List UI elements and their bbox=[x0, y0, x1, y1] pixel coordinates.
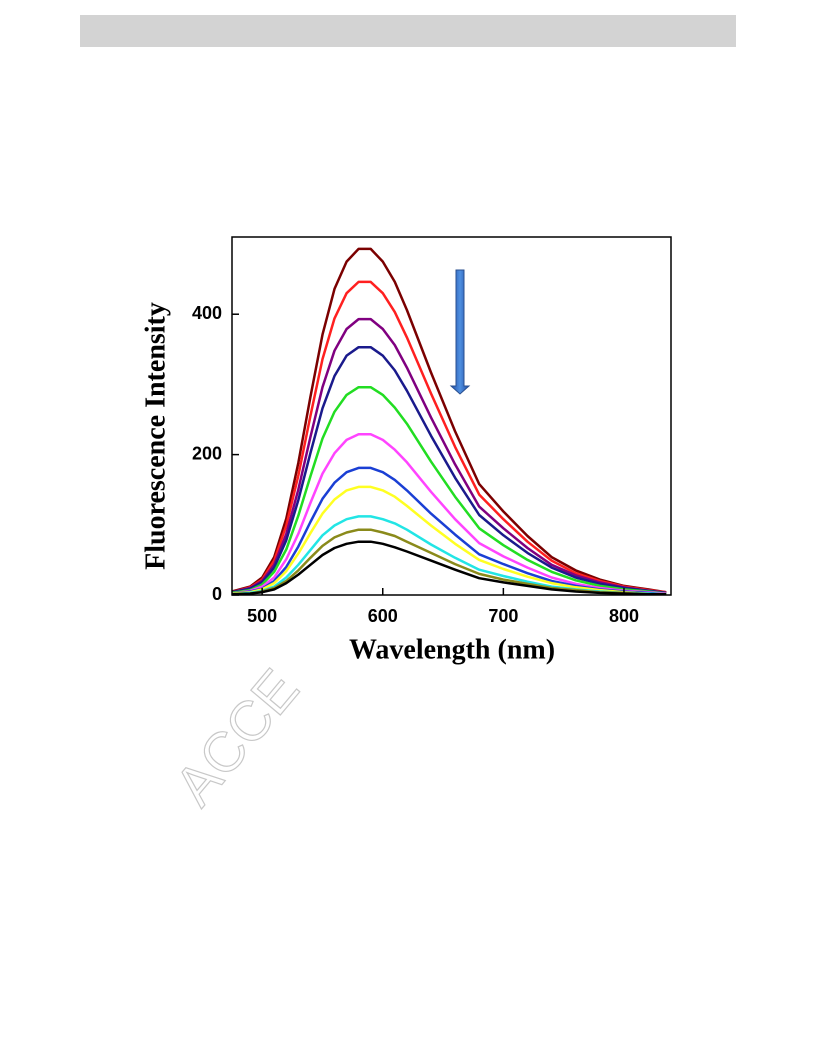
series-line bbox=[231, 385, 667, 595]
x-tick-label: 700 bbox=[488, 606, 518, 626]
y-tick-label: 0 bbox=[212, 584, 222, 604]
series-line bbox=[231, 466, 667, 596]
y-tick-label: 400 bbox=[192, 303, 222, 323]
x-tick-label: 800 bbox=[609, 606, 639, 626]
x-tick-label: 600 bbox=[368, 606, 398, 626]
watermark: ACCE bbox=[162, 657, 310, 817]
plot bbox=[231, 247, 667, 596]
header-bar bbox=[80, 15, 736, 47]
series-line bbox=[231, 247, 667, 594]
series-line bbox=[231, 345, 667, 595]
series-line bbox=[231, 433, 667, 595]
series-line bbox=[231, 280, 667, 594]
x-axis-label: Wavelength (nm) bbox=[349, 634, 555, 665]
arrow bbox=[449, 269, 471, 395]
series-line bbox=[231, 528, 667, 596]
series-line bbox=[231, 317, 667, 595]
y-tick-label: 200 bbox=[192, 443, 222, 463]
x-tick-label: 500 bbox=[247, 606, 277, 626]
plot-frame bbox=[231, 236, 672, 596]
y-axis-label: Fluorescence Intensity bbox=[140, 302, 171, 570]
series-line bbox=[231, 540, 667, 596]
series-line bbox=[231, 485, 667, 596]
